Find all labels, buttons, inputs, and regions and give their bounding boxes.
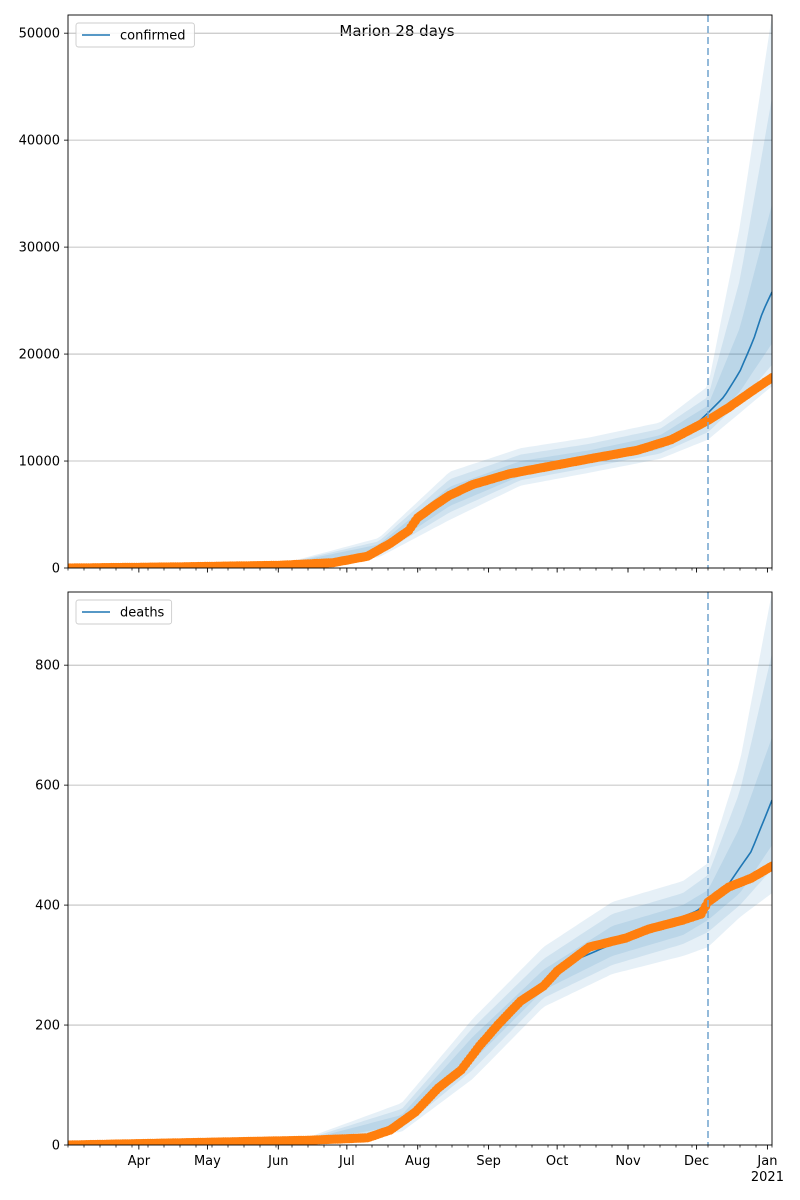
uncertainty-band <box>310 653 772 1142</box>
legend-label: deaths <box>120 606 165 621</box>
x-tick-label: Apr <box>128 1154 151 1169</box>
x-tick-label: May <box>194 1154 221 1169</box>
legend-box <box>75 22 195 48</box>
legend: deaths <box>75 599 173 625</box>
x-tick-label: Nov <box>615 1154 641 1169</box>
observed-point <box>767 373 772 383</box>
uncertainty-band <box>278 15 772 566</box>
confirmed-panel: 0 10000 20000 30000 40000 50000 confirmed <box>19 14 773 577</box>
y-tick-label: 800 <box>35 659 60 674</box>
legend: confirmed <box>75 22 195 48</box>
y-tick-label: 0 <box>52 1139 60 1154</box>
y-tick-label: 400 <box>35 899 60 914</box>
y-tick-label: 200 <box>35 1019 60 1034</box>
observed-markers <box>68 373 772 568</box>
x-tick-label: Aug <box>405 1154 430 1169</box>
y-tick-label: 50000 <box>19 27 60 42</box>
y-tick-label: 0 <box>52 562 60 577</box>
figure-title: Marion 28 days <box>339 22 454 40</box>
x-tick-label: Sep <box>476 1154 501 1169</box>
observed-markers <box>68 861 772 1145</box>
y-tick-label: 40000 <box>19 134 60 149</box>
y-tick-label: 20000 <box>19 348 60 363</box>
x-tick-label: Jan <box>756 1154 777 1169</box>
plot-area <box>68 15 772 568</box>
x-tick-year-label: 2021 <box>751 1170 784 1185</box>
deaths-panel: 0 200 400 600 800 Apr May Jun Jul Aug Sep Oct Nov Dec… <box>35 591 784 1185</box>
y-tick-label: 10000 <box>19 455 60 470</box>
x-tick-label: Oct <box>546 1154 568 1169</box>
y-tick-label: 600 <box>35 779 60 794</box>
x-tick-label: Jul <box>338 1154 355 1169</box>
observed-point <box>767 861 772 871</box>
legend-label: confirmed <box>120 29 186 44</box>
x-tick-label: Dec <box>684 1154 709 1169</box>
legend-box <box>75 599 173 625</box>
plot-area <box>68 592 772 1145</box>
y-tick-label: 30000 <box>19 241 60 256</box>
x-tick-label: Jun <box>267 1154 288 1169</box>
